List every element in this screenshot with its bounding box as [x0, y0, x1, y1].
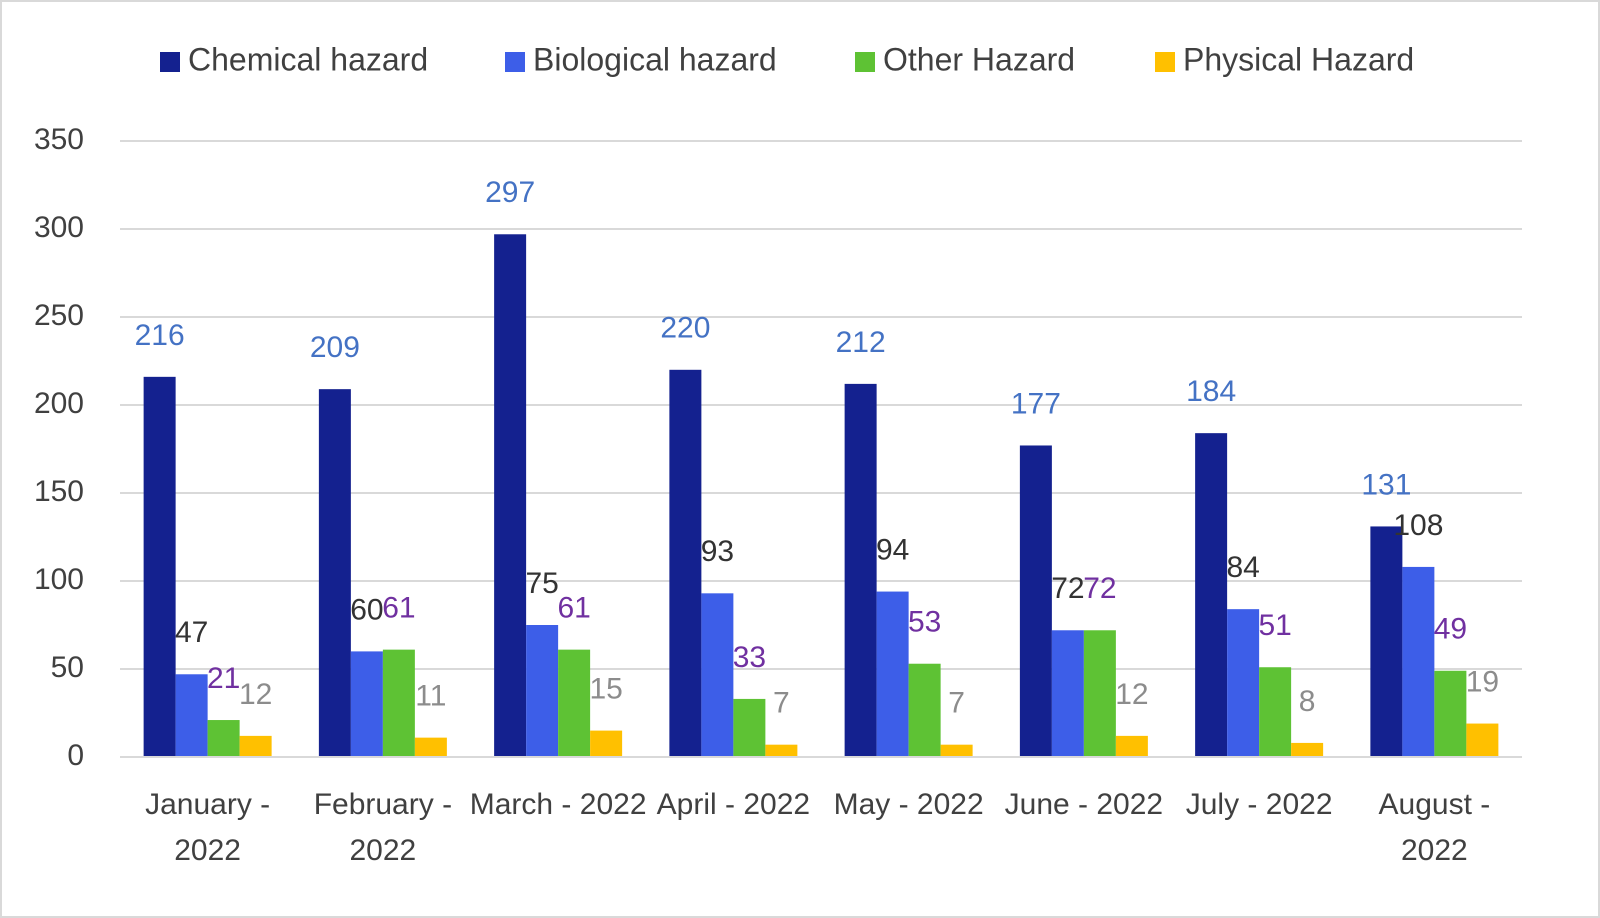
bar	[765, 744, 798, 757]
bar	[908, 663, 941, 757]
bar	[1402, 566, 1435, 757]
bar	[175, 674, 208, 757]
y-tick-label: 300	[34, 211, 84, 244]
bar	[1259, 667, 1292, 757]
data-label: 84	[1226, 551, 1259, 584]
data-label: 7	[773, 687, 790, 720]
data-label: 94	[876, 533, 909, 566]
x-tick-label: February - 2022	[313, 788, 453, 867]
x-tick-label: July - 2022	[1185, 788, 1333, 821]
data-label: 49	[1434, 613, 1467, 646]
y-tick-label: 150	[34, 475, 84, 508]
data-label: 72	[1083, 572, 1116, 605]
data-label: 21	[207, 662, 240, 695]
x-tick-label: May - 2022	[833, 788, 984, 821]
y-tick-label: 200	[34, 387, 84, 420]
data-label: 12	[1115, 678, 1148, 711]
bar	[733, 698, 766, 757]
y-tick-label: 350	[34, 123, 84, 156]
bar	[1466, 723, 1499, 757]
data-label: 212	[836, 326, 886, 359]
bar	[590, 730, 623, 757]
legend-swatch	[1155, 52, 1175, 72]
bar	[1195, 433, 1228, 757]
legend-label: Biological hazard	[533, 41, 777, 77]
y-tick-label: 50	[51, 651, 84, 684]
bar	[1083, 630, 1116, 757]
x-tick-label: January - 2022	[145, 788, 271, 867]
data-label: 61	[382, 592, 415, 625]
bar	[1291, 742, 1324, 757]
data-label: 220	[660, 312, 710, 345]
bar	[558, 649, 591, 757]
bar	[494, 234, 527, 757]
bar	[1051, 630, 1084, 757]
legend-swatch	[505, 52, 525, 72]
legend-label: Physical Hazard	[1183, 41, 1414, 77]
bar	[382, 649, 415, 757]
x-tick-label: August - 2022	[1378, 788, 1491, 867]
data-label: 216	[135, 319, 185, 352]
data-label: 131	[1361, 468, 1411, 501]
legend-swatch	[855, 52, 875, 72]
data-label: 12	[239, 678, 272, 711]
bar	[876, 591, 909, 757]
bar	[1019, 445, 1052, 757]
bar	[1434, 670, 1467, 757]
legend-label: Chemical hazard	[188, 41, 428, 77]
bar	[844, 383, 877, 757]
x-tick-label: April - 2022	[656, 788, 811, 821]
data-label: 19	[1466, 665, 1499, 698]
bar	[207, 720, 240, 757]
data-label: 15	[589, 673, 622, 706]
x-tick-label: June - 2022	[1004, 788, 1164, 821]
x-tick-label: March - 2022	[469, 788, 647, 821]
data-label: 108	[1393, 509, 1443, 542]
bar	[1370, 526, 1403, 757]
data-label: 184	[1186, 375, 1236, 408]
data-label: 75	[525, 567, 558, 600]
bar	[669, 369, 702, 757]
bar	[143, 376, 176, 757]
data-label: 177	[1011, 387, 1061, 420]
bar	[1115, 735, 1148, 757]
data-label: 72	[1051, 572, 1084, 605]
bar	[318, 389, 351, 757]
data-label: 61	[557, 592, 590, 625]
data-label: 8	[1299, 685, 1316, 718]
data-label: 209	[310, 331, 360, 364]
data-label: 51	[1258, 609, 1291, 642]
legend-swatch	[160, 52, 180, 72]
bar	[940, 744, 973, 757]
data-label: 11	[415, 680, 446, 713]
data-label: 60	[350, 593, 383, 626]
data-label: 33	[733, 641, 766, 674]
data-label: 7	[948, 687, 965, 720]
bar	[414, 737, 447, 757]
bar	[701, 593, 734, 757]
bar	[239, 735, 272, 757]
y-tick-label: 250	[34, 299, 84, 332]
y-tick-label: 100	[34, 563, 84, 596]
data-label: 47	[175, 616, 208, 649]
data-label: 93	[701, 535, 734, 568]
legend-label: Other Hazard	[883, 41, 1075, 77]
bar	[350, 651, 383, 757]
y-tick-label: 0	[67, 739, 84, 772]
data-label: 297	[485, 176, 535, 209]
data-label: 53	[908, 606, 941, 639]
bar	[1227, 609, 1260, 757]
bar	[526, 625, 559, 757]
